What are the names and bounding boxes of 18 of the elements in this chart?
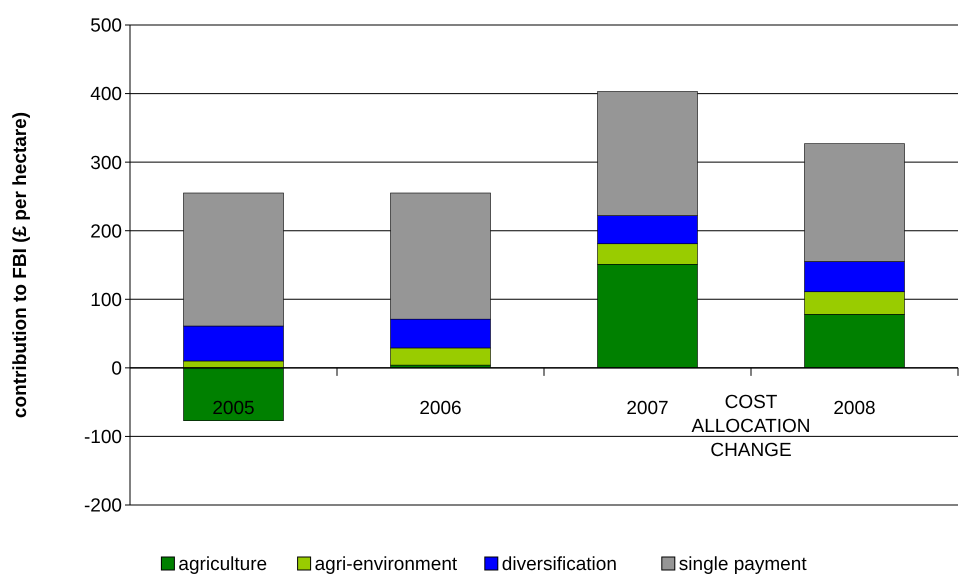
y-tick-label: 100 (90, 290, 122, 311)
y-axis-title: contribution to FBI (£ per hectare) (10, 112, 31, 418)
y-tick-label: -100 (84, 427, 122, 448)
x-tick-label: 2005 (212, 398, 255, 419)
annotation: COST ALLOCATION CHANGE (692, 392, 810, 461)
y-tick-label: 0 (111, 358, 122, 380)
legend-label: agri-environment (314, 554, 458, 575)
legend-label: diversification (502, 554, 617, 575)
y-tick-label: 200 (90, 221, 122, 242)
legend-label: agriculture (178, 554, 268, 575)
y-tick-label: 300 (90, 152, 122, 174)
y-tick-label: 400 (90, 84, 122, 106)
legend-label: single payment (678, 554, 808, 575)
x-tick-label: 2008 (833, 398, 876, 419)
x-tick-label: 2006 (419, 398, 462, 419)
x-tick-label: 2007 (626, 398, 669, 419)
y-tick-label: -200 (84, 496, 122, 517)
y-tick-label: 500 (90, 16, 122, 37)
